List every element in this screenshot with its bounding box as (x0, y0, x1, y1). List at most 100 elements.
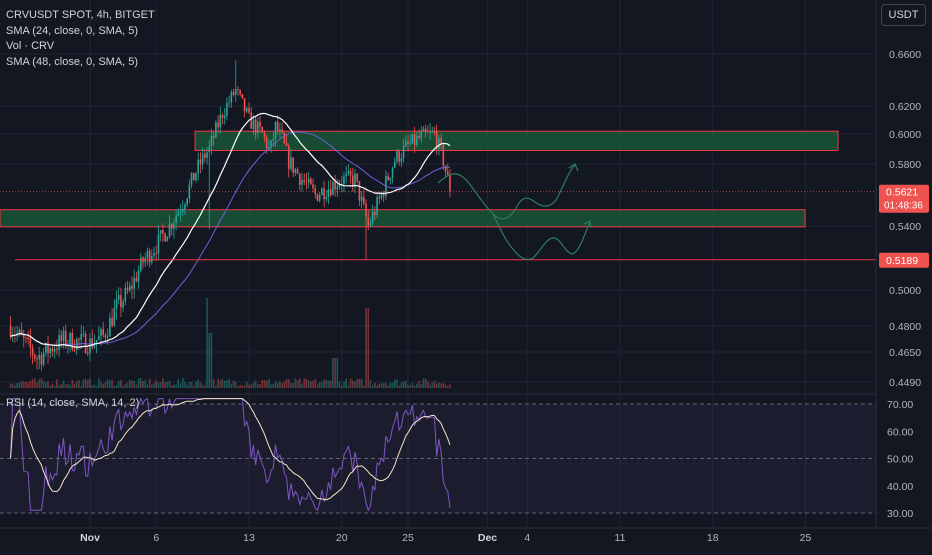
candle (290, 148, 292, 172)
candle-body (438, 137, 440, 149)
volume-bar (265, 380, 268, 388)
volume-bar (294, 378, 297, 388)
candle-body (345, 173, 347, 177)
candle (22, 329, 25, 348)
candle (188, 179, 191, 204)
volume-bar (420, 384, 423, 388)
candle-body (181, 209, 184, 212)
volume-bar (148, 378, 151, 388)
candle (329, 179, 332, 197)
candle-body (396, 151, 398, 162)
candle-body (113, 308, 116, 327)
legend-sma-48[interactable]: SMA (48, close, 0, SMA, 5) (6, 55, 139, 68)
candle (294, 167, 297, 176)
volume-bar (296, 380, 299, 388)
time-tick-label: 25 (800, 532, 812, 544)
candle (248, 102, 250, 114)
candle-body (378, 197, 381, 199)
volume-bar (151, 384, 153, 388)
candle-body (95, 340, 98, 344)
candle-body (111, 317, 113, 327)
candle-body (332, 182, 334, 196)
volume-bar (234, 382, 237, 388)
volume-bar (181, 378, 184, 388)
rsi-legend[interactable]: RSI (14, close, SMA, 14, 2) (6, 397, 140, 409)
candle-body (276, 121, 279, 132)
candle-body (31, 347, 34, 355)
candle-body (382, 193, 385, 197)
time-tick-label: Dec (478, 532, 497, 544)
candle-body (78, 338, 80, 340)
candle (243, 97, 246, 118)
candle (385, 170, 387, 200)
volume-bar (139, 378, 142, 388)
volume-bar (42, 380, 45, 388)
candle-body (137, 270, 140, 282)
projection-path-lower (492, 213, 591, 261)
candle-body (411, 134, 414, 144)
candle (201, 147, 204, 170)
candle-body (173, 223, 175, 230)
legend-volume[interactable]: Vol · CRV (6, 40, 55, 52)
candle-body (73, 349, 76, 351)
countdown-timer: 01:48:36 (884, 201, 923, 212)
legend-sma-24[interactable]: SMA (24, close, 0, SMA, 5) (6, 24, 139, 37)
candle (192, 172, 195, 181)
volume-bar (29, 381, 32, 388)
candle-body (197, 159, 200, 174)
volume-bar (208, 333, 211, 388)
rsi-tick-label: 60.00 (887, 426, 913, 438)
candle (148, 248, 151, 268)
volume-bar (367, 308, 370, 388)
volume-bar (340, 385, 343, 388)
candle-body (400, 158, 403, 162)
candle (440, 132, 442, 151)
candle-body (298, 173, 301, 185)
candle (159, 229, 162, 242)
candle (153, 246, 155, 261)
candle-body (323, 188, 325, 200)
candle (296, 166, 299, 175)
volume-bar (431, 382, 434, 388)
volume-bar (215, 385, 217, 388)
volume-bar (221, 378, 224, 388)
candle-body (237, 89, 239, 91)
candle-body (433, 131, 436, 133)
candle-body (440, 137, 442, 145)
volume-bar (307, 380, 310, 388)
candle-body (305, 181, 308, 183)
candle (128, 281, 131, 293)
candle-body (179, 211, 182, 213)
candle (166, 235, 169, 242)
candle-body (217, 122, 219, 128)
volume-bar (237, 385, 239, 388)
candle (232, 88, 235, 97)
price-tick-label: 0.5000 (889, 285, 921, 297)
volume-bar (422, 378, 425, 388)
candle-body (192, 172, 195, 181)
volume-bar (261, 380, 264, 388)
candle-body (148, 250, 151, 263)
candle-body (62, 330, 65, 341)
volume-bar (131, 380, 133, 388)
volume-bar (363, 385, 365, 388)
time-tick-label: Nov (80, 532, 100, 544)
candle (393, 157, 396, 169)
candle-body (356, 173, 359, 182)
candle (332, 178, 334, 196)
legend-symbol[interactable]: CRVUSDT SPOT, 4h, BITGET (6, 9, 155, 21)
candle (305, 172, 308, 190)
volume-bar (47, 380, 49, 388)
candle-body (234, 89, 237, 96)
candle-body (336, 186, 339, 190)
currency-button[interactable]: USDT (881, 4, 926, 26)
candle (181, 200, 184, 217)
volume-bar (303, 378, 306, 388)
volume-bar (316, 384, 319, 388)
volume-bar (243, 385, 246, 388)
marked-level-badge: 0.5189 (879, 252, 929, 268)
candle-body (93, 343, 96, 348)
volume-bar (117, 381, 120, 388)
